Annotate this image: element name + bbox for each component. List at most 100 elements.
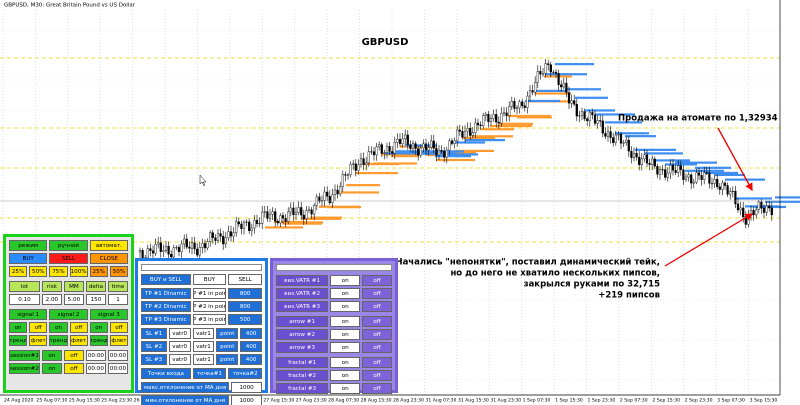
panel-button[interactable]: 50%	[109, 266, 129, 277]
panel-button[interactable]: TP #2 in point	[192, 301, 227, 312]
panel-button[interactable]: BUY и SELL	[141, 274, 191, 285]
panel-button[interactable]: delta	[85, 281, 106, 292]
panel-button[interactable]: 400	[240, 341, 263, 352]
panel-button[interactable]: fractal #2	[276, 370, 329, 381]
panel-button[interactable]: флет	[29, 335, 48, 346]
panel-button[interactable]: 75%	[49, 266, 68, 277]
panel-button[interactable]: макс.отклонение от МА дня	[141, 382, 230, 393]
panel-button[interactable]: on	[9, 322, 28, 333]
panel-button[interactable]: BUY	[9, 253, 48, 264]
panel-button[interactable]: on	[330, 301, 361, 312]
panel-button[interactable]: on	[330, 370, 361, 381]
panel-button[interactable]: off	[362, 342, 392, 353]
panel-button[interactable]: on	[41, 350, 62, 361]
panel-button[interactable]: флет	[109, 335, 129, 346]
panel-button[interactable]: TP #1 Dinamic	[141, 288, 191, 299]
panel-button[interactable]: BUY	[192, 274, 227, 285]
panel-button[interactable]: виз.VATR #3	[276, 301, 329, 312]
panel-button[interactable]: MM	[63, 281, 84, 292]
panel-button[interactable]: on	[49, 322, 68, 333]
panel-button[interactable]: time	[107, 281, 128, 292]
panel-button[interactable]: off	[362, 329, 392, 340]
panel-button[interactable]: off	[362, 357, 392, 368]
panel-button[interactable]: session#1	[9, 350, 40, 361]
panel-button[interactable]: arrow #2	[276, 329, 329, 340]
panel-button[interactable]: флет	[69, 335, 88, 346]
panel-button[interactable]: 400	[240, 328, 263, 339]
panel-button[interactable]: on	[330, 316, 361, 327]
panel-button[interactable]: Точки входа	[141, 368, 191, 379]
panel-button[interactable]: 5.00	[63, 294, 84, 305]
panel-button[interactable]: TP #1 in point	[192, 288, 227, 299]
panel-button[interactable]: автомат.	[89, 240, 128, 251]
panel-button[interactable]: on	[330, 357, 361, 368]
panel-button[interactable]: on	[330, 288, 361, 299]
panel-button[interactable]: lot	[9, 281, 40, 292]
panel-button[interactable]: on	[330, 342, 361, 353]
panel-button[interactable]: on	[89, 322, 108, 333]
panel-button[interactable]: off	[63, 363, 84, 374]
panel-button[interactable]: arrow #1	[276, 316, 329, 327]
panel-button[interactable]: SL #2	[141, 341, 167, 352]
panel-button[interactable]: SELL	[228, 274, 263, 285]
panel-button[interactable]: 2.00	[41, 294, 62, 305]
panel-button[interactable]: 00:00	[85, 363, 106, 374]
panel-button[interactable]: тренд	[89, 335, 108, 346]
panel-button[interactable]: vatr1	[192, 354, 215, 365]
panel-button[interactable]: SL #1	[141, 328, 167, 339]
panel-button[interactable]: 0.10	[9, 294, 40, 305]
panel-button[interactable]: off	[109, 322, 129, 333]
panel-button[interactable]: TP #3 in point	[192, 314, 227, 325]
panel-button[interactable]: signal 1	[9, 309, 48, 320]
panel-button[interactable]: on	[41, 363, 62, 374]
panel-button[interactable]: off	[362, 316, 392, 327]
panel-button[interactable]: off	[362, 383, 392, 394]
panel-button[interactable]: 800	[228, 288, 263, 299]
panel-button[interactable]: point	[216, 354, 239, 365]
panel-button[interactable]: on	[330, 383, 361, 394]
panel-button[interactable]: vatr0	[168, 341, 191, 352]
panel-button[interactable]: point	[216, 328, 239, 339]
panel-button[interactable]: vatr0	[168, 328, 191, 339]
panel-button[interactable]: signal 3	[89, 309, 128, 320]
panel-button[interactable]: SELL	[49, 253, 88, 264]
panel-button[interactable]: off	[63, 350, 84, 361]
panel-button[interactable]: point	[216, 341, 239, 352]
panel-button[interactable]: session#2	[9, 363, 40, 374]
panel-button[interactable]: точка#1	[192, 368, 227, 379]
panel-button[interactable]: SL #3	[141, 354, 167, 365]
panel-button[interactable]: on	[330, 275, 361, 286]
panel-button[interactable]: risk	[41, 281, 62, 292]
panel-button[interactable]: off	[29, 322, 48, 333]
panel-button[interactable]: 150	[85, 294, 106, 305]
panel-button[interactable]: off	[69, 322, 88, 333]
panel-button[interactable]: on	[330, 329, 361, 340]
panel-button[interactable]: off	[362, 275, 392, 286]
panel-button[interactable]: виз.VATR #1	[276, 275, 329, 286]
panel-button[interactable]: 00:00	[107, 350, 128, 361]
panel-button[interactable]: signal 2	[49, 309, 88, 320]
panel-button[interactable]: 100%	[69, 266, 88, 277]
panel-button[interactable]: TP #2 Dinamic	[141, 301, 191, 312]
panel-button[interactable]: 00:00	[107, 363, 128, 374]
panel-button[interactable]: off	[362, 301, 392, 312]
panel-button[interactable]: 00:00	[85, 350, 106, 361]
panel-button[interactable]: TP #3 Dinamic	[141, 314, 191, 325]
panel-button[interactable]: 25%	[9, 266, 28, 277]
panel-button[interactable]: тренд	[9, 335, 28, 346]
panel-button[interactable]: 1	[107, 294, 128, 305]
panel-button[interactable]: vatr0	[168, 354, 191, 365]
panel-button[interactable]: точка#2	[228, 368, 263, 379]
panel-button[interactable]: off	[362, 370, 392, 381]
panel-button[interactable]: 500	[228, 314, 263, 325]
panel-button[interactable]: ручной	[49, 240, 88, 251]
panel-button[interactable]: arrow #3	[276, 342, 329, 353]
panel-button[interactable]: 1000	[231, 395, 262, 405]
panel-button[interactable]: 800	[228, 301, 263, 312]
panel-button[interactable]: off	[362, 288, 392, 299]
panel-button[interactable]: 50%	[29, 266, 48, 277]
panel-button[interactable]: мин.отклонение от МА дня	[141, 395, 230, 405]
panel-button[interactable]: режим	[9, 240, 48, 251]
panel-button[interactable]: 25%	[89, 266, 108, 277]
panel-button[interactable]: виз.VATR #2	[276, 288, 329, 299]
